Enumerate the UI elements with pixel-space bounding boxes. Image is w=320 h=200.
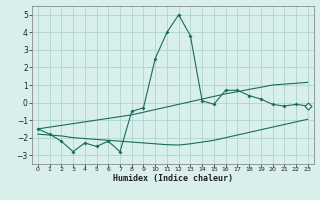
X-axis label: Humidex (Indice chaleur): Humidex (Indice chaleur): [113, 174, 233, 183]
